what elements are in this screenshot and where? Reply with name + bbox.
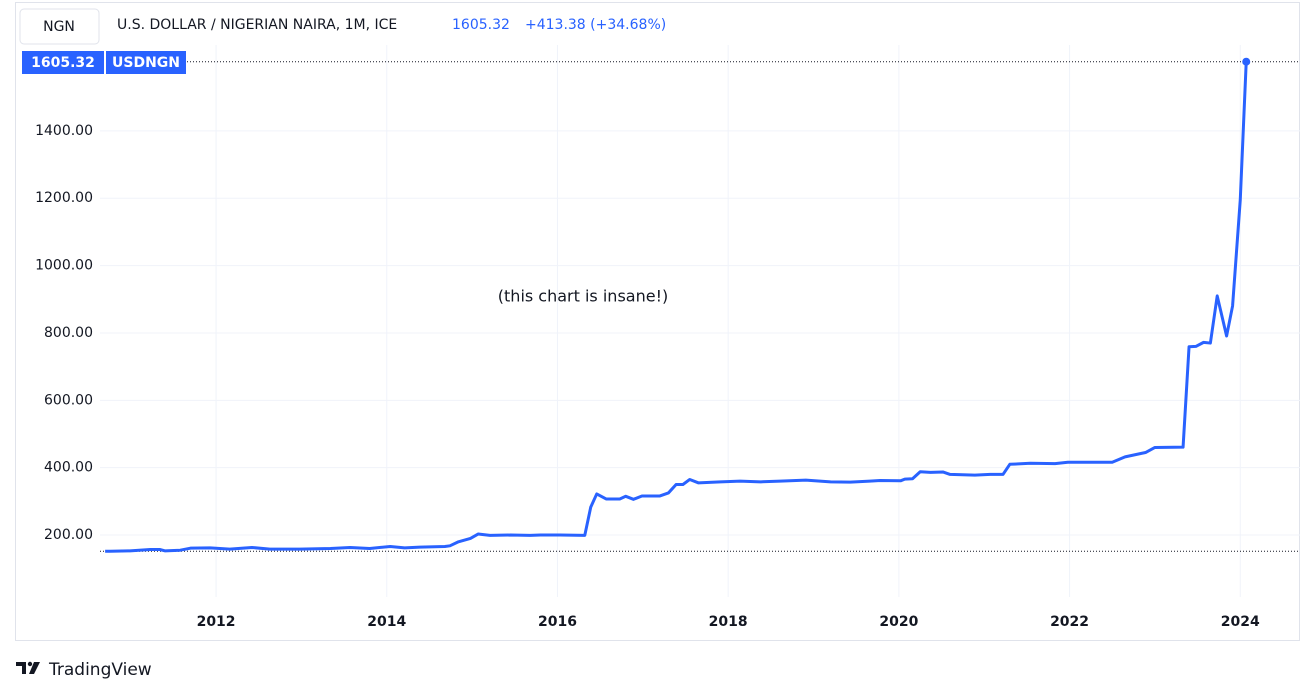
annotation: (this chart is insane!): [498, 287, 668, 306]
y-tick-label: 1000.00: [35, 258, 93, 274]
price-change: +413.38 (+34.68%): [525, 17, 666, 33]
symbol-box[interactable]: [19, 8, 100, 45]
brand-name: TradingView: [48, 660, 152, 680]
y-tick-label: 1400.00: [35, 123, 93, 139]
y-tick-label: 600.00: [44, 392, 93, 408]
y-tick-label: 400.00: [44, 460, 93, 476]
y-tick-label: 200.00: [44, 527, 93, 543]
symbol-badge-text: USDNGN: [112, 55, 180, 71]
last-value: 1605.32: [452, 17, 510, 33]
plot-area: 200.00 400.00 600.00 800.00 1000.00 1200.00 14…: [22, 45, 1300, 630]
x-tick-label: 2018: [709, 614, 748, 630]
symbol-text: NGN: [43, 19, 75, 35]
y-tick-label: 1200.00: [35, 190, 93, 206]
value-badge: [22, 51, 104, 74]
x-tick-label: 2024: [1221, 614, 1260, 630]
x-tick-label: 2022: [1050, 614, 1089, 630]
value-badge-text: 1605.32: [31, 55, 95, 71]
x-tick-label: 2014: [367, 614, 406, 630]
instrument-title: U.S. DOLLAR / NIGERIAN NAIRA, 1M, ICE: [117, 17, 397, 33]
chart-frame: [15, 2, 1300, 641]
symbol-badge: [106, 51, 186, 74]
y-tick-label: 800.00: [44, 325, 93, 341]
price-line: [105, 61, 1248, 553]
x-tick-label: 2016: [538, 614, 577, 630]
last-point: [1242, 57, 1251, 66]
x-tick-label: 2012: [197, 614, 236, 630]
brand-logo: [16, 661, 40, 674]
x-tick-label: 2020: [879, 614, 918, 630]
